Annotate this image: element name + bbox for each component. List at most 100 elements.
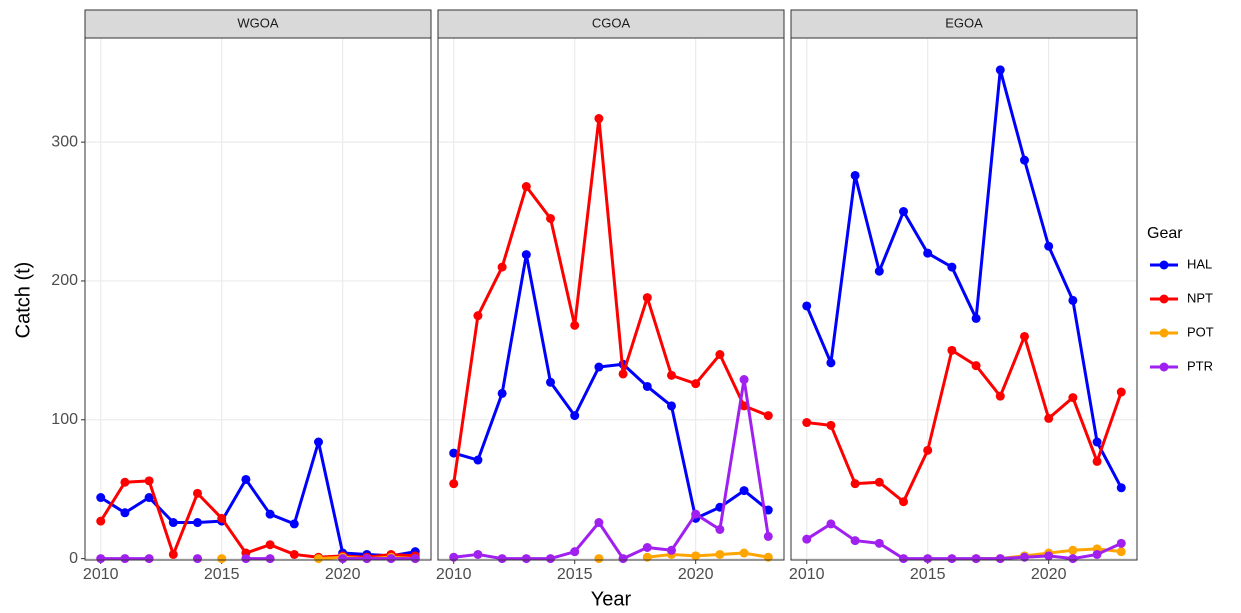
data-point (449, 448, 459, 458)
data-point (1044, 241, 1054, 251)
data-point (120, 477, 130, 487)
data-point (666, 545, 676, 555)
data-point (1068, 393, 1078, 403)
data-point (618, 369, 628, 379)
data-point (338, 554, 348, 564)
data-point (1092, 549, 1102, 559)
panel-title: WGOA (237, 15, 278, 30)
data-point (995, 391, 1005, 401)
data-point (1068, 554, 1078, 564)
data-point (1092, 456, 1102, 466)
data-point (899, 497, 909, 507)
data-point (473, 549, 483, 559)
data-point (193, 518, 203, 528)
panel-title: CGOA (592, 15, 631, 30)
panel-background (791, 38, 1137, 560)
data-point (449, 552, 459, 562)
data-point (594, 554, 604, 564)
data-point (763, 411, 773, 421)
data-point (1068, 545, 1078, 555)
data-point (899, 207, 909, 217)
data-point (826, 358, 836, 368)
data-point (473, 455, 483, 465)
data-point (642, 543, 652, 553)
data-point (739, 548, 749, 558)
x-tick-label: 2010 (83, 566, 119, 583)
data-point (265, 509, 275, 519)
legend-label: HAL (1187, 256, 1212, 271)
panel-border (84, 37, 432, 561)
data-point (120, 554, 130, 564)
legend-title: Gear (1147, 225, 1183, 242)
x-tick-label: 2015 (910, 566, 946, 583)
legend-key-point (1159, 260, 1169, 270)
data-point (947, 554, 957, 564)
data-point (618, 554, 628, 564)
panel-background (438, 38, 784, 560)
x-tick-label: 2020 (678, 566, 714, 583)
y-tick-label: 0 (69, 550, 78, 567)
y-axis-label: Catch (t) (12, 262, 34, 339)
data-point (217, 513, 227, 523)
data-point (217, 554, 227, 564)
panel-title: EGOA (945, 15, 983, 30)
x-axis-label: Year (591, 588, 632, 610)
data-point (1044, 551, 1054, 561)
data-point (739, 375, 749, 385)
data-point (362, 554, 372, 564)
data-point (1116, 387, 1126, 397)
data-point (313, 437, 323, 447)
data-point (546, 213, 556, 223)
x-tick-label: 2020 (1031, 566, 1067, 583)
data-point (144, 476, 154, 486)
data-point (497, 262, 507, 272)
data-point (826, 519, 836, 529)
data-point (850, 170, 860, 180)
data-point (971, 554, 981, 564)
data-point (521, 554, 531, 564)
data-point (763, 552, 773, 562)
data-point (96, 516, 106, 526)
data-point (874, 538, 884, 548)
data-point (193, 554, 203, 564)
data-point (802, 301, 812, 311)
data-point (1116, 538, 1126, 548)
legend-label: PTR (1187, 358, 1213, 373)
panel-strip (84, 9, 432, 39)
data-point (289, 519, 299, 529)
panel-strip (790, 9, 1138, 39)
data-point (120, 508, 130, 518)
data-point (642, 381, 652, 391)
x-tick-label: 2010 (436, 566, 472, 583)
data-point (923, 248, 933, 258)
data-point (410, 554, 420, 564)
series-line (452, 117, 769, 484)
data-point (241, 554, 251, 564)
data-point (715, 350, 725, 360)
data-point (168, 518, 178, 528)
data-point (594, 114, 604, 124)
data-point (642, 552, 652, 562)
data-point (1092, 437, 1102, 447)
data-point (1019, 155, 1029, 165)
data-point (826, 420, 836, 430)
data-point (594, 362, 604, 372)
data-point (521, 250, 531, 260)
data-point (497, 388, 507, 398)
data-point (570, 411, 580, 421)
data-point (96, 493, 106, 503)
data-point (802, 418, 812, 428)
data-point (850, 479, 860, 489)
legend-key-point (1159, 328, 1169, 338)
data-point (691, 551, 701, 561)
panel-border (790, 37, 1138, 561)
data-point (570, 320, 580, 330)
data-point (874, 266, 884, 276)
data-point (546, 554, 556, 564)
data-point (715, 549, 725, 559)
data-point (691, 509, 701, 519)
data-point (144, 493, 154, 503)
y-tick-label: 200 (51, 272, 78, 289)
data-point (1116, 547, 1126, 557)
